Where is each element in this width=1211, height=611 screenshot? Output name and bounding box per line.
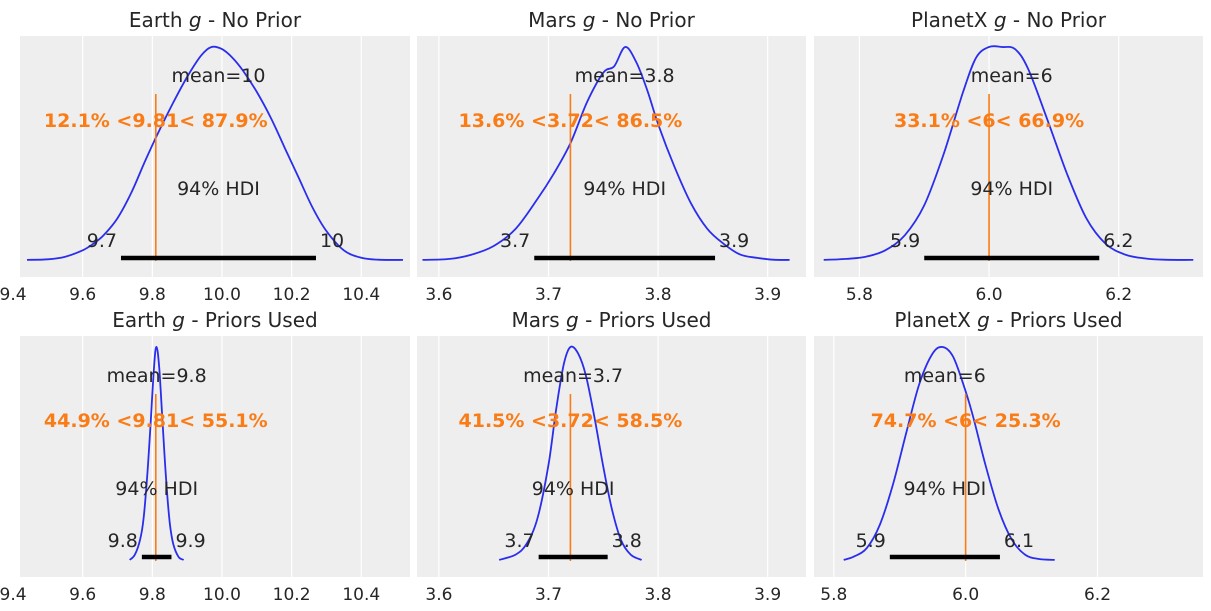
- x-tick-label: 6.2: [1084, 585, 1111, 605]
- panel-title: Earth g - No Prior: [129, 8, 302, 32]
- chart-panel: 9.4 9.6 9.8 10.0 10.2 10.4 Earth g - No Prior 9…: [0, 8, 410, 305]
- hdi-low-label: 3.7: [500, 230, 530, 252]
- plot-area: [20, 36, 410, 277]
- plot-area: [20, 336, 410, 577]
- x-tick-label: 10.4: [342, 285, 380, 305]
- reference-percent-label: 13.6% <3.72< 86.5%: [459, 110, 683, 132]
- mean-label: mean=6: [971, 65, 1053, 87]
- x-tick-label: 6.0: [952, 585, 979, 605]
- title-symbol: g: [977, 308, 990, 332]
- title-symbol: g: [583, 8, 596, 32]
- reference-percent-label: 74.7% <6< 25.3%: [871, 410, 1061, 432]
- x-tick-label: 3.6: [425, 285, 452, 305]
- hdi-low-label: 5.9: [890, 230, 920, 252]
- x-tick-label: 6.0: [976, 285, 1003, 305]
- title-suffix: - Priors Used: [579, 308, 712, 332]
- x-tick-label: 10.2: [273, 285, 311, 305]
- x-tick-label: 9.4: [0, 285, 27, 305]
- title-symbol: g: [172, 308, 185, 332]
- plot-area: [814, 36, 1203, 277]
- title-planet: Earth: [129, 8, 189, 32]
- hdi-high-label: 3.8: [612, 530, 642, 552]
- title-planet: Earth: [112, 308, 172, 332]
- hdi-label: 94% HDI: [583, 178, 666, 200]
- title-planet: Mars: [528, 8, 583, 32]
- chart-panel: 3.6 3.7 3.8 3.9 Mars g - No Prior 94% HDI 3.7 3…: [417, 8, 806, 305]
- kde-curve: [823, 45, 1194, 261]
- hdi-label: 94% HDI: [177, 178, 260, 200]
- chart-panel: 5.8 6.0 6.2 PlanetX g - No Prior 94% HDI 5.9 6…: [814, 8, 1203, 305]
- panel-title: Mars g - No Prior: [528, 8, 695, 32]
- x-tick-label: 5.8: [846, 285, 873, 305]
- hdi-high-label: 6.2: [1103, 230, 1133, 252]
- title-suffix: - No Prior: [202, 8, 302, 32]
- hdi-low-label: 5.9: [856, 530, 886, 552]
- reference-percent-label: 41.5% <3.72< 58.5%: [459, 410, 683, 432]
- reference-percent-label: 33.1% <6< 66.9%: [894, 110, 1084, 132]
- kde-curve: [26, 45, 404, 261]
- title-suffix: - Priors Used: [990, 308, 1123, 332]
- chart-panel: 5.8 6.0 6.2 PlanetX g - Priors Used 94% HDI 5…: [814, 308, 1203, 605]
- x-tick-label: 9.8: [139, 285, 166, 305]
- x-tick-label: 3.8: [645, 285, 672, 305]
- x-tick-label: 10.2: [273, 585, 311, 605]
- title-symbol: g: [994, 8, 1007, 32]
- plot-area: [417, 36, 806, 277]
- x-tick-label: 10.0: [203, 585, 241, 605]
- chart-panel: 9.4 9.6 9.8 10.0 10.2 10.4 Earth g - Priors Us…: [0, 308, 410, 605]
- mean-label: mean=3.8: [575, 65, 675, 87]
- panel-title: Mars g - Priors Used: [512, 308, 712, 332]
- mean-label: mean=10: [171, 65, 265, 87]
- kde-curve: [422, 46, 790, 261]
- panel-title: PlanetX g - No Prior: [911, 8, 1107, 32]
- hdi-high-label: 6.1: [1004, 530, 1034, 552]
- hdi-high-label: 9.9: [175, 530, 205, 552]
- x-tick-label: 10.4: [342, 585, 380, 605]
- x-tick-label: 9.8: [139, 585, 166, 605]
- title-suffix: - No Prior: [595, 8, 695, 32]
- hdi-high-label: 10: [320, 230, 344, 252]
- reference-percent-label: 12.1% <9.81< 87.9%: [44, 110, 268, 132]
- x-tick-label: 3.9: [754, 285, 781, 305]
- kde-curve: [129, 346, 185, 561]
- x-tick-label: 3.7: [535, 285, 562, 305]
- mean-label: mean=9.8: [107, 365, 207, 387]
- x-tick-label: 3.7: [535, 585, 562, 605]
- chart-panel: 3.6 3.7 3.8 3.9 Mars g - Priors Used 94% HDI 3…: [417, 308, 806, 605]
- x-tick-label: 9.6: [69, 585, 96, 605]
- title-planet: Mars: [512, 308, 567, 332]
- hdi-label: 94% HDI: [970, 178, 1053, 200]
- hdi-low-label: 3.7: [504, 530, 534, 552]
- plot-area: [417, 336, 806, 577]
- kde-curve: [498, 345, 643, 561]
- title-suffix: - No Prior: [1007, 8, 1107, 32]
- mean-label: mean=3.7: [523, 365, 623, 387]
- title-symbol: g: [189, 8, 202, 32]
- x-tick-label: 3.6: [425, 585, 452, 605]
- hdi-label: 94% HDI: [115, 478, 198, 500]
- hdi-high-label: 3.9: [719, 230, 749, 252]
- panel-title: Earth g - Priors Used: [112, 308, 317, 332]
- x-tick-label: 3.8: [645, 585, 672, 605]
- kde-curve: [843, 346, 1055, 561]
- x-tick-label: 5.8: [820, 585, 847, 605]
- mean-label: mean=6: [904, 365, 986, 387]
- plot-area: [814, 336, 1203, 577]
- hdi-label: 94% HDI: [532, 478, 615, 500]
- hdi-low-label: 9.8: [108, 530, 138, 552]
- reference-percent-label: 44.9% <9.81< 55.1%: [44, 410, 268, 432]
- title-suffix: - Priors Used: [185, 308, 318, 332]
- title-symbol: g: [566, 308, 579, 332]
- x-tick-label: 9.6: [69, 285, 96, 305]
- hdi-label: 94% HDI: [903, 478, 986, 500]
- title-planet: PlanetX: [894, 308, 977, 332]
- panel-title: PlanetX g - Priors Used: [894, 308, 1122, 332]
- x-tick-label: 3.9: [754, 585, 781, 605]
- x-tick-label: 9.4: [0, 585, 27, 605]
- x-tick-label: 6.2: [1105, 285, 1132, 305]
- hdi-low-label: 9.7: [87, 230, 117, 252]
- title-planet: PlanetX: [911, 8, 994, 32]
- x-tick-label: 10.0: [203, 285, 241, 305]
